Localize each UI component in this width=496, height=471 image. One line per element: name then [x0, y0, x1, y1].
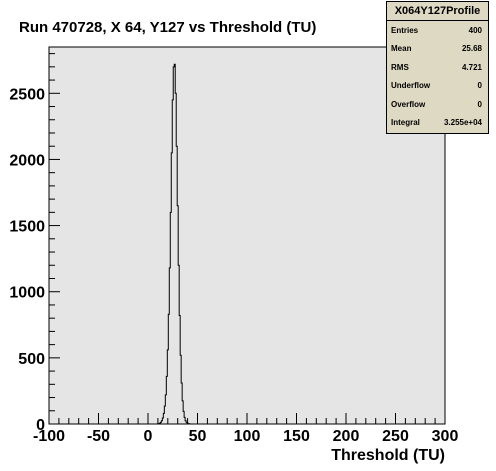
x-tick-label: -50 [87, 428, 110, 445]
x-axis-title: Threshold (TU) [331, 447, 445, 464]
stats-row-rms: RMS 4.721 [387, 58, 488, 77]
stats-row-underflow: Underflow 0 [387, 77, 488, 96]
y-tick-label: 1500 [9, 219, 45, 236]
chart-title: Run 470728, X 64, Y127 vs Threshold (TU) [19, 19, 316, 36]
y-tick-label: 2500 [9, 86, 45, 103]
y-tick-label: 1000 [9, 285, 45, 302]
stats-value: 4.721 [461, 62, 482, 72]
y-tick-label: 2000 [9, 152, 45, 169]
stats-value: 400 [468, 25, 482, 35]
stats-label: Entries [391, 25, 419, 35]
stats-row-integral: Integral 3.255e+04 [387, 114, 488, 133]
stats-label: Mean [391, 44, 412, 54]
stats-value: 25.68 [461, 44, 482, 54]
x-tick-label: 300 [432, 428, 459, 445]
stats-label: RMS [391, 62, 409, 72]
x-tick-label: 250 [382, 428, 409, 445]
stats-label: Underflow [391, 81, 431, 91]
stats-value: 0 [477, 81, 482, 91]
stats-row-overflow: Overflow 0 [387, 95, 488, 114]
stats-row-entries: Entries 400 [387, 21, 488, 40]
x-tick-label: 200 [333, 428, 360, 445]
x-tick-label: 100 [234, 428, 261, 445]
y-axis: 0 500 1000 1500 2000 2500 [9, 53, 60, 434]
x-tick-label: 0 [144, 428, 153, 445]
stats-value: 3.255e+04 [443, 118, 482, 128]
y-tick-label: 0 [36, 417, 45, 434]
stats-value: 0 [477, 99, 482, 109]
x-tick-label: 50 [189, 428, 207, 445]
x-axis: -100 -50 0 50 100 150 200 250 300 [33, 413, 458, 445]
stats-label: Overflow [391, 99, 426, 109]
x-tick-label: 150 [283, 428, 310, 445]
stats-label: Integral [391, 118, 420, 128]
x-tick-label: -100 [33, 428, 65, 445]
histogram-series [156, 63, 193, 425]
y-tick-label: 500 [18, 351, 45, 368]
stats-row-mean: Mean 25.68 [387, 40, 488, 59]
plot-frame [48, 46, 446, 425]
stats-box: X064Y127Profile Entries 400 Mean 25.68 RMS 4.… [386, 1, 489, 134]
stats-title: X064Y127Profile [387, 2, 488, 21]
